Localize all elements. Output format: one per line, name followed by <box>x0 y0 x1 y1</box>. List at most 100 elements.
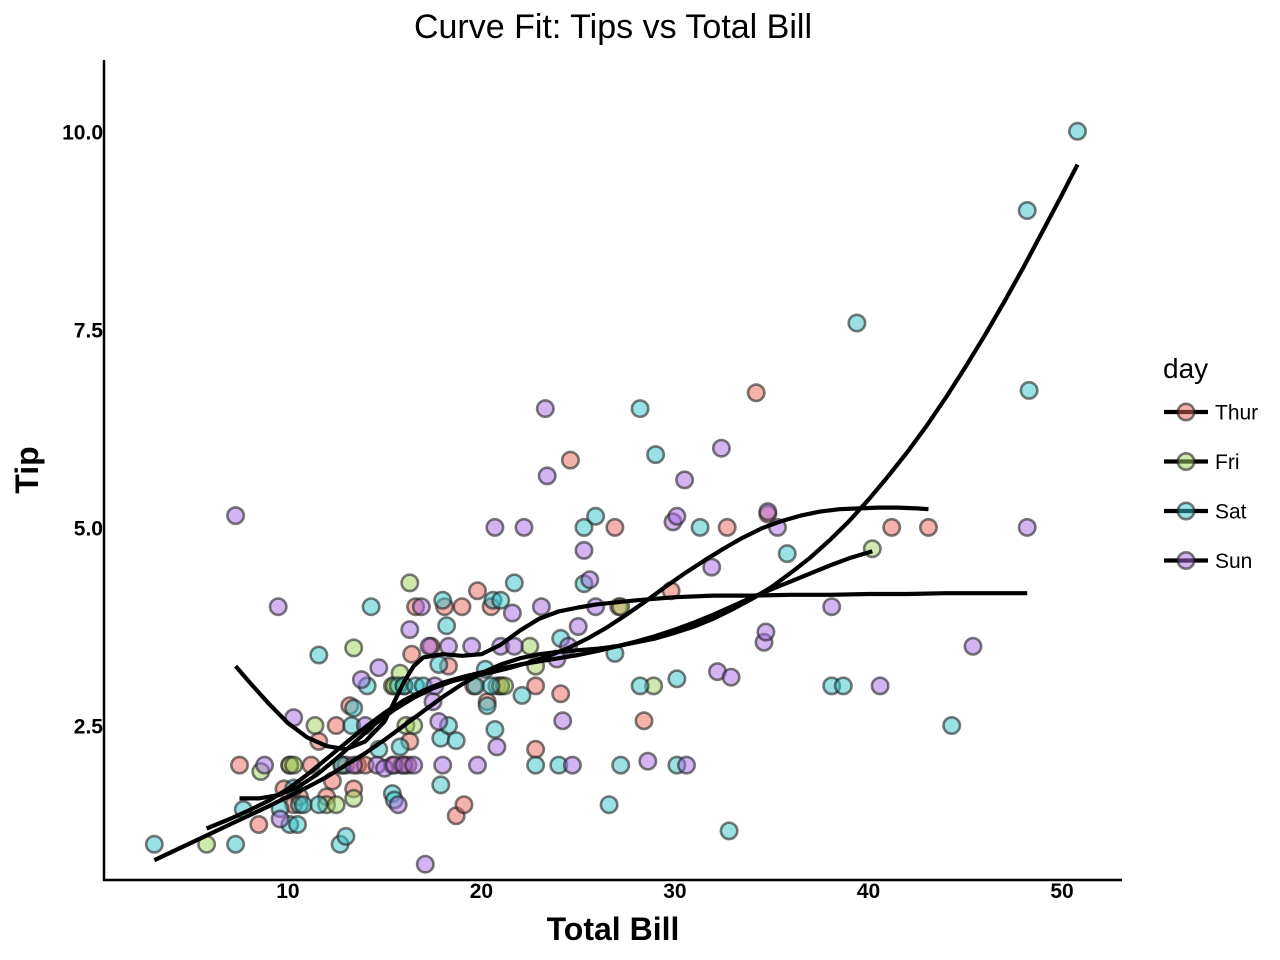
data-point-sun-43 <box>638 751 658 771</box>
data-point-thur-38 <box>560 450 580 470</box>
data-point-fri-7 <box>344 788 364 808</box>
series-sat <box>144 121 1088 854</box>
data-point-fri-4 <box>305 715 325 735</box>
data-point-sat-48 <box>599 795 619 815</box>
data-point-sat-50 <box>611 755 631 775</box>
data-point-thur-41 <box>634 711 654 731</box>
scatter-points <box>144 121 1088 874</box>
legend-label: Sat <box>1215 501 1247 524</box>
y-tick-label: 2.5 <box>74 716 104 739</box>
data-point-sun-32 <box>531 597 551 617</box>
data-point-sat-13 <box>336 826 356 846</box>
x-tick-label: 50 <box>1050 880 1073 903</box>
data-point-sun-54 <box>758 502 778 522</box>
legend-item-fri: Fri <box>1164 451 1240 474</box>
data-point-sat-30 <box>437 616 457 636</box>
data-point-sat-17 <box>361 597 381 617</box>
data-point-sat-46 <box>574 517 594 537</box>
data-point-sun-25 <box>467 755 487 775</box>
fit-lines <box>153 163 1080 863</box>
data-point-sun-46 <box>675 470 695 490</box>
data-point-thur-30 <box>467 581 487 601</box>
legend-marker-swatch <box>1176 451 1196 471</box>
data-point-sun-6 <box>351 670 371 690</box>
data-point-sun-26 <box>485 517 505 537</box>
data-point-sat-8 <box>293 795 313 815</box>
data-point-sun-21 <box>429 711 449 731</box>
data-point-sun-51 <box>721 667 741 687</box>
data-point-sun-16 <box>411 597 431 617</box>
data-point-sun-29 <box>502 603 522 623</box>
data-point-sun-58 <box>963 636 983 656</box>
data-point-sat-42 <box>526 755 546 775</box>
fit-line-thur <box>239 505 929 801</box>
data-point-thur-37 <box>551 684 571 704</box>
legend-label: Thur <box>1215 402 1258 425</box>
data-point-sun-34 <box>537 466 557 486</box>
data-point-sun-23 <box>438 636 458 656</box>
legend-item-sat: Sat <box>1164 501 1247 524</box>
data-point-sun-56 <box>822 597 842 617</box>
data-point-sun-50 <box>711 438 731 458</box>
data-point-sat-0 <box>144 834 164 854</box>
data-point-sat-27 <box>431 775 451 795</box>
data-point-sat-39 <box>491 590 511 610</box>
data-point-sat-15 <box>344 698 364 718</box>
data-point-sat-60 <box>833 676 853 696</box>
data-point-sat-32 <box>446 731 466 751</box>
data-point-fri-18 <box>520 636 540 656</box>
legend-marker-swatch <box>1176 550 1196 570</box>
data-point-sat-22 <box>390 737 410 757</box>
data-point-sun-31 <box>514 517 534 537</box>
data-point-sat-36 <box>481 676 501 696</box>
data-point-thur-0 <box>230 755 250 775</box>
y-tick-label: 10.0 <box>62 121 103 144</box>
data-point-sun-38 <box>562 755 582 775</box>
data-point-thur-47 <box>918 517 938 537</box>
data-point-sun-47 <box>676 755 696 775</box>
data-point-sat-52 <box>630 676 650 696</box>
data-point-sat-38 <box>485 719 505 739</box>
chart-title: Curve Fit: Tips vs Total Bill <box>414 8 812 46</box>
y-tick-label: 7.5 <box>74 319 104 342</box>
x-tick-label: 30 <box>663 880 686 903</box>
fit-line-sun <box>234 591 1028 752</box>
data-point-sun-14 <box>400 620 420 640</box>
data-point-sat-10 <box>309 645 329 665</box>
data-point-sat-58 <box>777 544 797 564</box>
data-point-sat-29 <box>433 590 453 610</box>
data-point-sun-45 <box>667 506 687 526</box>
data-point-thur-27 <box>452 597 472 617</box>
data-point-sun-1 <box>255 755 275 775</box>
data-point-sat-9 <box>309 795 329 815</box>
data-point-sat-6 <box>287 814 307 834</box>
data-point-sun-18 <box>419 636 439 656</box>
data-point-thur-21 <box>402 644 422 664</box>
data-point-sat-1 <box>226 834 246 854</box>
y-axis-ticks: 2.5 5.0 7.5 10.0 <box>62 121 103 738</box>
data-point-thur-43 <box>717 517 737 537</box>
data-point-sun-24 <box>462 636 482 656</box>
data-point-sat-47 <box>586 506 606 526</box>
x-tick-label: 20 <box>470 880 493 903</box>
data-point-sun-33 <box>535 399 555 419</box>
x-axis-title: Total Bill <box>547 911 680 947</box>
x-axis-ticks: 10 20 30 40 50 <box>276 880 1073 903</box>
data-point-sun-57 <box>870 676 890 696</box>
legend-label: Sun <box>1215 550 1252 573</box>
data-point-thur-1 <box>249 814 269 834</box>
legend-title: day <box>1163 353 1208 384</box>
x-tick-label: 10 <box>276 880 299 903</box>
data-point-fri-14 <box>400 573 420 593</box>
data-point-sun-22 <box>433 755 453 775</box>
data-point-thur-10 <box>326 715 346 735</box>
legend-marker-swatch <box>1176 501 1196 521</box>
data-point-sat-53 <box>646 445 666 465</box>
data-point-thur-46 <box>882 517 902 537</box>
data-point-sun-53 <box>756 622 776 642</box>
data-point-thur-36 <box>526 676 546 696</box>
data-point-sat-62 <box>942 715 962 735</box>
y-tick-label: 5.0 <box>74 517 103 540</box>
data-point-fri-3 <box>284 755 304 775</box>
